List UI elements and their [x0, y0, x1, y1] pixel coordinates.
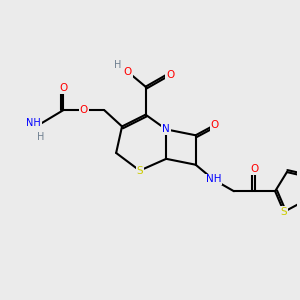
Text: O: O: [80, 105, 88, 115]
Text: S: S: [136, 166, 143, 176]
Text: O: O: [211, 120, 219, 130]
Text: O: O: [59, 83, 67, 93]
Text: N: N: [162, 124, 170, 134]
Text: H: H: [38, 132, 45, 142]
Text: O: O: [250, 164, 259, 174]
Text: S: S: [281, 207, 287, 217]
Text: O: O: [124, 67, 132, 77]
Text: NH: NH: [206, 174, 221, 184]
Text: O: O: [166, 70, 174, 80]
Text: H: H: [114, 60, 121, 70]
Text: NH: NH: [26, 118, 41, 128]
